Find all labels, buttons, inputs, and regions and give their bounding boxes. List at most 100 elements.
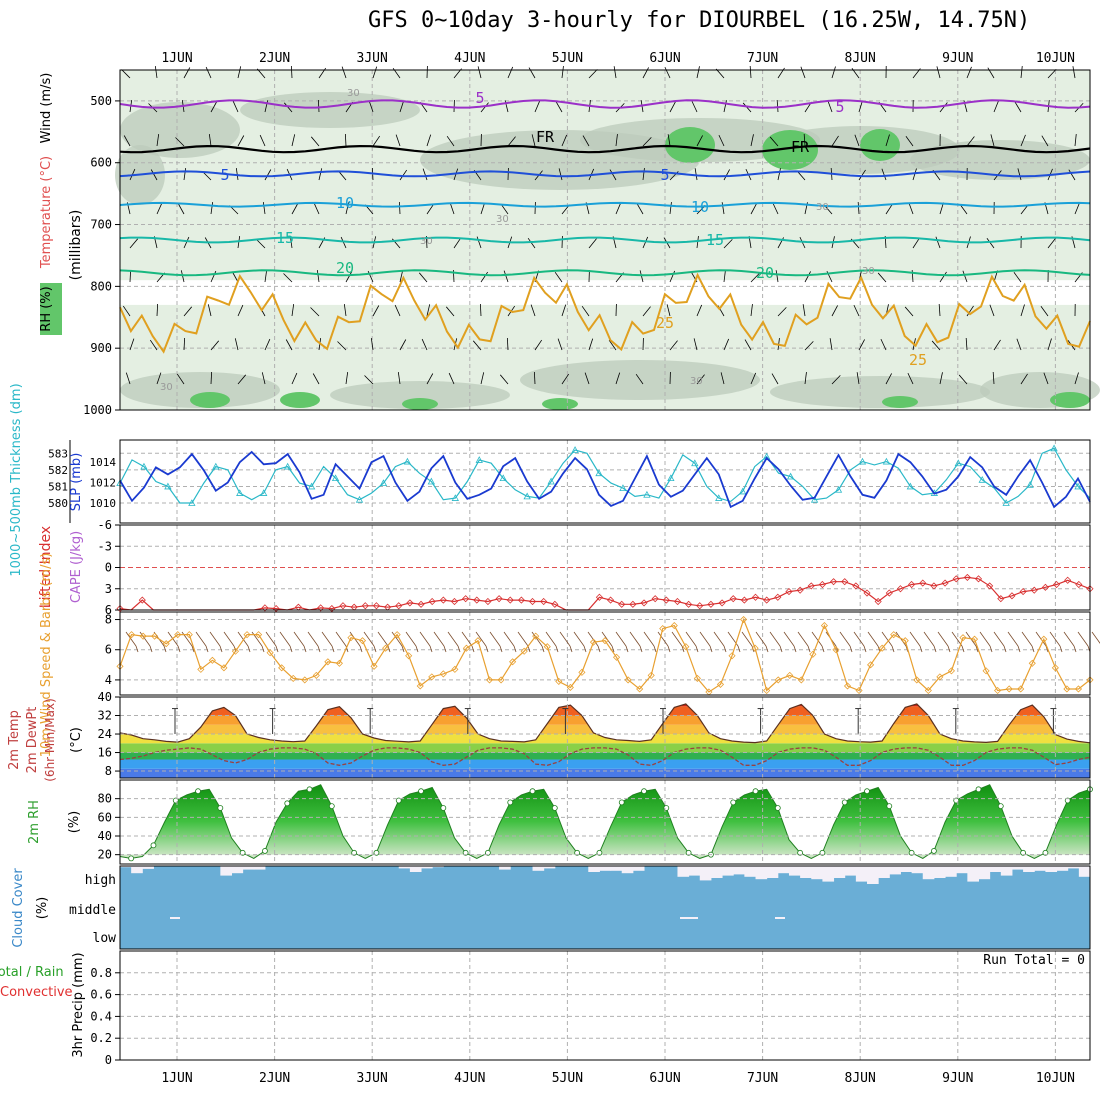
wind-barb xyxy=(123,135,131,147)
wind-barb xyxy=(723,239,733,249)
rh-marker xyxy=(774,805,781,811)
wind-speed-marker xyxy=(266,649,274,657)
wind-barb xyxy=(561,373,570,385)
wind-speed-marker xyxy=(867,661,875,669)
wind-barb xyxy=(750,134,754,147)
legend-rh-swatch xyxy=(40,283,62,335)
rh-axis-tick-label: 20 xyxy=(98,848,112,862)
isotherm-label: 25 xyxy=(909,351,927,369)
precip-axis-tick-label: 0 xyxy=(105,1053,112,1067)
temp-band xyxy=(120,759,1090,769)
wind-barb xyxy=(1020,304,1025,317)
wind-barb xyxy=(343,304,347,317)
wind-barb-10m xyxy=(405,631,417,647)
wind-barb xyxy=(207,304,212,317)
wind-barb xyxy=(154,66,158,79)
wind-barb xyxy=(125,372,131,385)
wind-barb xyxy=(344,133,347,147)
temp-label-2: 2m DewPt xyxy=(25,707,40,774)
wind-barb xyxy=(858,339,865,351)
wind-barb-10m xyxy=(363,631,375,647)
wind-barb-10m xyxy=(573,631,585,647)
rh-marker xyxy=(596,849,603,856)
lifted-index-marker xyxy=(138,596,146,604)
wind-speed-marker xyxy=(174,631,182,639)
lifted-index-marker xyxy=(462,595,470,603)
wind-barb xyxy=(561,304,567,317)
wind-barb xyxy=(856,372,860,385)
wind-barb xyxy=(480,372,485,385)
date-label-bottom: 4JUN xyxy=(454,1071,485,1086)
wind-barb xyxy=(989,304,995,317)
wind-barb xyxy=(122,305,131,317)
thickness-marker xyxy=(858,457,867,465)
wind-barb xyxy=(422,168,428,181)
rh-high-blob xyxy=(665,127,715,163)
wind-speed-marker xyxy=(636,685,644,693)
wind-barb-10m xyxy=(727,631,739,647)
wind-barb xyxy=(183,67,191,79)
wind-barb-10m xyxy=(531,631,543,647)
wind-barb xyxy=(905,136,914,147)
wind-barb xyxy=(666,304,671,317)
wind-barb xyxy=(426,373,434,385)
wind-barb xyxy=(723,270,726,283)
wind-barb xyxy=(777,307,787,317)
wind-barb xyxy=(557,338,563,351)
cloud-high-gap xyxy=(788,866,801,876)
wind-speed-marker xyxy=(832,646,840,654)
wind-barb xyxy=(372,135,381,147)
cloud-mid-gap xyxy=(775,917,785,919)
thickness-marker xyxy=(164,482,172,490)
upper-air-panel: 5 5 FR FR 5 5 10 10 15 15 20 20 25 25 30 30 30 30 30 30 30 xyxy=(115,65,1100,411)
wind-speed-marker xyxy=(151,632,159,640)
wind-barb-10m xyxy=(937,631,949,647)
cloud-high-gap xyxy=(900,866,913,872)
wind-barb xyxy=(399,339,407,351)
isotherm-label: 5 xyxy=(835,98,844,116)
lifted-index-marker xyxy=(763,596,771,604)
wind-barb xyxy=(642,168,645,181)
lifted-index-marker xyxy=(685,600,693,608)
wind-speed-marker xyxy=(601,637,609,645)
rh-axis-tick-label: 40 xyxy=(98,829,112,843)
rh-axis-tick-label: 80 xyxy=(98,792,112,806)
lifted-index-marker xyxy=(361,602,369,610)
wind-barb-10m xyxy=(191,645,195,653)
cloud-high-gap xyxy=(733,866,745,875)
thickness-marker xyxy=(954,459,962,467)
lifted-index-marker xyxy=(595,593,603,601)
wind-barb-10m xyxy=(709,645,713,653)
cloud-high-gap xyxy=(978,866,991,880)
wind-barb xyxy=(237,304,244,317)
cloud-high-gap xyxy=(421,866,433,869)
wind-barb-10m xyxy=(839,631,851,647)
cloud-high-gap xyxy=(688,866,701,876)
cloud-area xyxy=(120,866,1090,949)
wind-barb xyxy=(264,338,271,351)
temp-band xyxy=(120,734,1090,744)
lifted-index-marker xyxy=(785,588,793,596)
thickness-tick-label: 582 xyxy=(48,464,68,477)
cloud-high-gap xyxy=(766,866,779,878)
precip-axis-tick-label: 0.6 xyxy=(90,988,112,1002)
cloud-high-gap xyxy=(677,866,690,877)
wind-barb xyxy=(180,270,185,283)
rh-marker xyxy=(618,799,625,806)
wind-speed-marker xyxy=(693,674,701,682)
wind-barb xyxy=(966,305,974,317)
rh-marker xyxy=(551,805,558,811)
wind-barb xyxy=(1074,372,1079,385)
date-label-top: 6JUN xyxy=(649,51,680,66)
temp-label-unit: (°C) xyxy=(69,727,84,753)
thickness-marker xyxy=(1050,444,1058,452)
wind-barb-10m xyxy=(769,631,781,647)
wind-barb-10m xyxy=(247,645,251,653)
wind-barb xyxy=(232,100,239,113)
lifted-index-marker xyxy=(551,600,559,608)
wind-barb-10m xyxy=(671,631,683,647)
rh-marker xyxy=(1064,797,1071,804)
rh-marker xyxy=(752,788,759,795)
rh-blob xyxy=(770,376,990,408)
wind-speed-marker xyxy=(347,634,355,642)
